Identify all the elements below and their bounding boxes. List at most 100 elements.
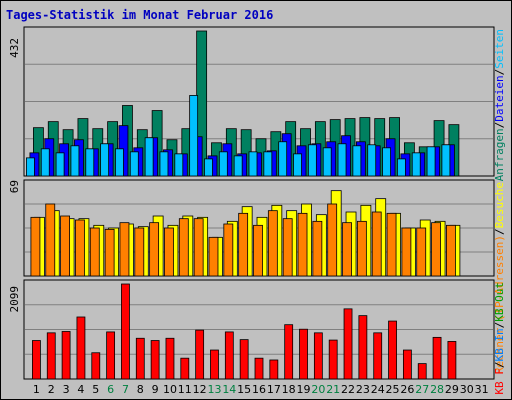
x-tick-label-6: 6 [107, 383, 114, 396]
bar-requests-s2-day-20 [307, 144, 317, 177]
legend-item-visits-1: / [493, 228, 506, 235]
legend-item-requests-1: / [493, 122, 506, 129]
x-tick-label-19: 19 [297, 383, 311, 396]
bar-visits-s1-day-18 [282, 218, 293, 277]
bar-requests-s2-day-22 [337, 143, 347, 177]
bar-visits-s1-day-6 [104, 228, 115, 277]
bar-requests-s2-day-8 [129, 151, 139, 177]
x-tick-label-8: 8 [137, 383, 144, 396]
bar-requests-s2-day-18 [278, 141, 288, 177]
legend-item-requests-3: / [493, 69, 506, 76]
bar-visits-s1-day-20 [312, 220, 323, 277]
bar-visits-s1-day-14 [223, 223, 234, 277]
bar-kilobytes-s0-day-13 [210, 349, 219, 380]
bar-kilobytes-s0-day-15 [239, 339, 249, 380]
x-tick-label-21: 21 [326, 383, 340, 396]
chart-title: Tages-Statistik im Monat Februar 2016 [6, 8, 274, 22]
bar-kilobytes-s0-day-22 [343, 308, 353, 380]
bar-requests-s2-day-27 [411, 152, 421, 177]
bar-requests-s2-day-7 [115, 148, 124, 177]
bar-visits-s1-day-2 [45, 203, 56, 277]
x-tick-label-30: 30 [460, 383, 474, 396]
x-tick-label-3: 3 [63, 383, 70, 396]
x-tick-label-22: 22 [341, 383, 355, 396]
bar-visits-s1-day-4 [75, 219, 85, 277]
legend-visits: Rechner (IP-Adressen)/Besuche [493, 182, 506, 374]
bar-requests-s2-day-16 [248, 151, 258, 177]
bar-requests-s2-day-11 [174, 153, 184, 177]
bar-visits-s1-day-8 [134, 227, 145, 277]
bar-kilobytes-s0-day-14 [224, 331, 234, 380]
bar-requests-s2-day-2 [40, 148, 50, 177]
legend-kilobytes: KB F/KB In/KB Out [493, 282, 506, 395]
bar-requests-s2-day-15 [233, 155, 243, 177]
x-tick-label-14: 14 [222, 383, 236, 396]
bar-visits-s1-day-11 [178, 218, 189, 277]
bar-visits-s1-day-17 [267, 210, 278, 277]
x-tick-label-11: 11 [178, 383, 192, 396]
y-max-label-kilobytes: 2099 [8, 286, 21, 313]
x-tick-label-4: 4 [77, 383, 84, 396]
x-tick-label-5: 5 [92, 383, 99, 396]
bar-requests-s2-day-23 [352, 145, 362, 177]
bar-kilobytes-s0-day-8 [135, 337, 145, 380]
bar-visits-s1-day-22 [342, 222, 352, 277]
bar-requests-s2-day-21 [322, 147, 332, 177]
legend-item-kilobytes-1: / [493, 362, 506, 369]
bar-visits-s1-day-16 [253, 224, 263, 277]
bar-kilobytes-s0-day-21 [328, 339, 338, 380]
bar-visits-s1-day-7 [119, 222, 130, 277]
bar-visits-s1-day-23 [356, 220, 367, 277]
bar-visits-s1-day-25 [386, 212, 397, 277]
x-tick-label-9: 9 [152, 383, 159, 396]
legend-item-kilobytes-3: / [493, 322, 506, 329]
bar-visits-s1-day-3 [60, 215, 70, 277]
bar-kilobytes-s0-day-24 [373, 332, 383, 380]
x-tick-label-24: 24 [371, 383, 385, 396]
y-max-label-visits: 69 [8, 180, 21, 193]
x-tick-label-2: 2 [48, 383, 55, 396]
bar-kilobytes-s0-day-6 [106, 331, 116, 380]
x-tick-label-18: 18 [282, 383, 296, 396]
bar-requests-s2-day-10 [159, 151, 169, 177]
legend-item-kilobytes-0: KB F [493, 368, 506, 395]
bar-requests-s2-day-14 [218, 151, 228, 177]
x-tick-label-28: 28 [430, 383, 444, 396]
bar-requests-s2-day-5 [85, 148, 95, 177]
x-tick-label-31: 31 [475, 383, 489, 396]
bar-kilobytes-s0-day-26 [402, 349, 412, 380]
y-max-label-requests: 432 [8, 38, 21, 58]
x-tick-label-29: 29 [445, 383, 459, 396]
bar-visits-s1-day-13 [208, 236, 219, 277]
bar-requests-s2-day-13 [204, 158, 213, 177]
bar-kilobytes-s0-day-10 [165, 337, 175, 380]
bar-kilobytes-s0-day-2 [46, 332, 56, 380]
bar-requests-s2-day-6 [100, 143, 110, 177]
bar-kilobytes-s0-day-20 [313, 332, 323, 380]
legend-item-kilobytes-4: KB Out [493, 282, 506, 322]
bar-kilobytes-s0-day-28 [432, 336, 442, 380]
bar-visits-s1-day-5 [89, 227, 100, 277]
bar-visits-s1-day-26 [401, 227, 412, 277]
legend-item-visits-0: Rechner (IP-Adressen) [493, 235, 506, 374]
bar-requests-s2-day-29 [441, 144, 451, 177]
bar-kilobytes-s0-day-4 [76, 316, 86, 380]
bar-visits-s1-day-15 [238, 212, 249, 277]
bar-requests-s2-day-19 [293, 153, 302, 177]
bar-kilobytes-s0-day-7 [121, 283, 130, 380]
x-tick-label-23: 23 [356, 383, 370, 396]
x-tick-label-20: 20 [311, 383, 325, 396]
x-tick-label-10: 10 [163, 383, 177, 396]
bar-visits-s1-day-1 [30, 216, 41, 277]
x-tick-label-26: 26 [400, 383, 414, 396]
bar-kilobytes-s0-day-9 [150, 340, 160, 380]
x-tick-label-1: 1 [33, 383, 40, 396]
bar-visits-s1-day-24 [371, 211, 382, 277]
bar-visits-s1-day-19 [297, 212, 308, 277]
legend-item-requests-4: Seiten [493, 29, 506, 69]
legend-item-visits-2: Besuche [493, 182, 506, 228]
x-tick-label-27: 27 [415, 383, 429, 396]
bar-kilobytes-s0-day-27 [417, 363, 427, 380]
bar-kilobytes-s0-day-19 [299, 328, 308, 380]
